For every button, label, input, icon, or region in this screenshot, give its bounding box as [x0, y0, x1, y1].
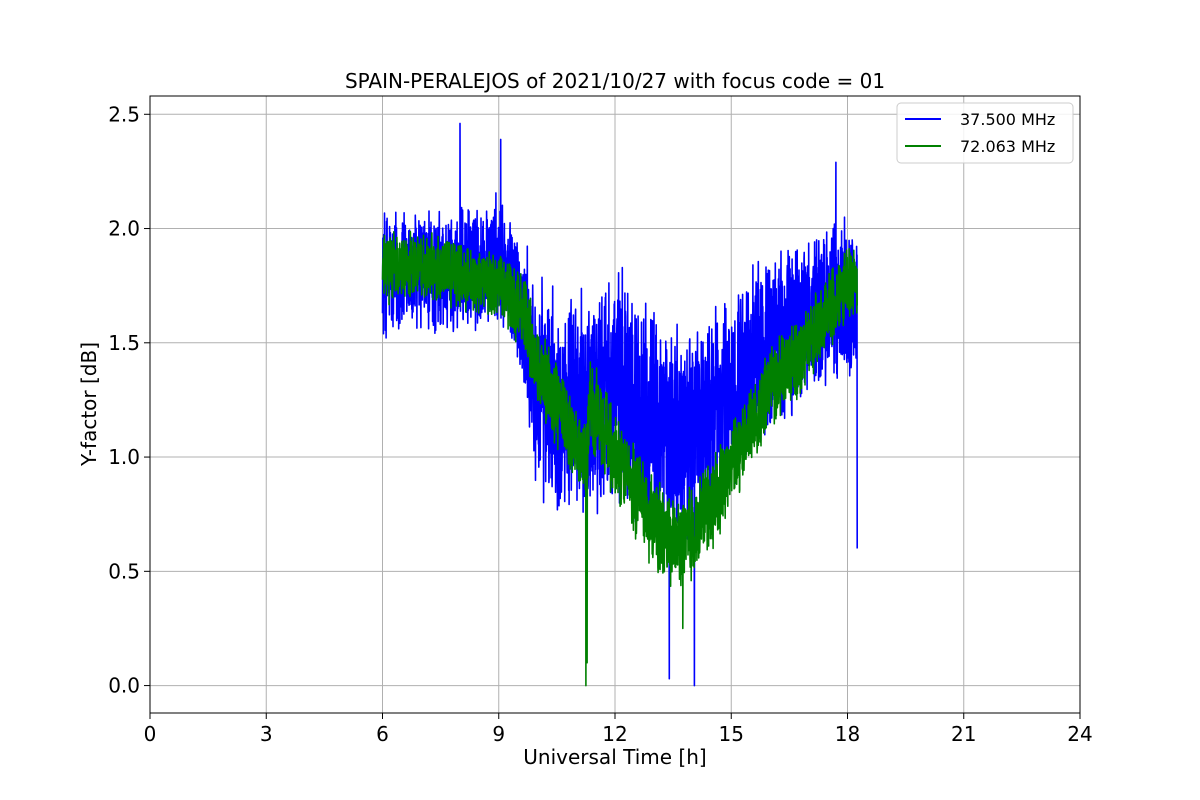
x-tick-label: 21 — [951, 722, 976, 746]
x-tick-label: 24 — [1067, 722, 1092, 746]
y-tick-label: 0.5 — [108, 559, 140, 583]
x-tick-label: 12 — [602, 722, 627, 746]
x-tick-label: 18 — [835, 722, 860, 746]
x-tick-label: 15 — [719, 722, 744, 746]
x-tick-label: 3 — [260, 722, 273, 746]
legend-label-series-1: 37.500 MHz — [960, 110, 1055, 129]
y-tick-label: 1.0 — [108, 445, 140, 469]
y-tick-label: 2.5 — [108, 102, 140, 126]
y-tick-label: 2.0 — [108, 217, 140, 241]
chart-title: SPAIN-PERALEJOS of 2021/10/27 with focus… — [345, 69, 885, 93]
x-axis-label: Universal Time [h] — [523, 745, 706, 769]
y-tick-label: 0.0 — [108, 674, 140, 698]
legend: 37.500 MHz 72.063 MHz — [896, 102, 1074, 164]
ticks: 0 3 6 9 12 15 18 21 24 0.0 0.5 1.0 1.5 2.0 2.5 — [108, 102, 1093, 746]
series-layer — [381, 122, 858, 687]
y-tick-label: 1.5 — [108, 331, 140, 355]
x-tick-label: 0 — [144, 722, 157, 746]
series-line-2 — [381, 230, 858, 687]
x-tick-label: 9 — [492, 722, 505, 746]
y-axis-label: Y-factor [dB] — [77, 342, 101, 467]
x-tick-label: 6 — [376, 722, 389, 746]
legend-label-series-2: 72.063 MHz — [960, 137, 1055, 156]
